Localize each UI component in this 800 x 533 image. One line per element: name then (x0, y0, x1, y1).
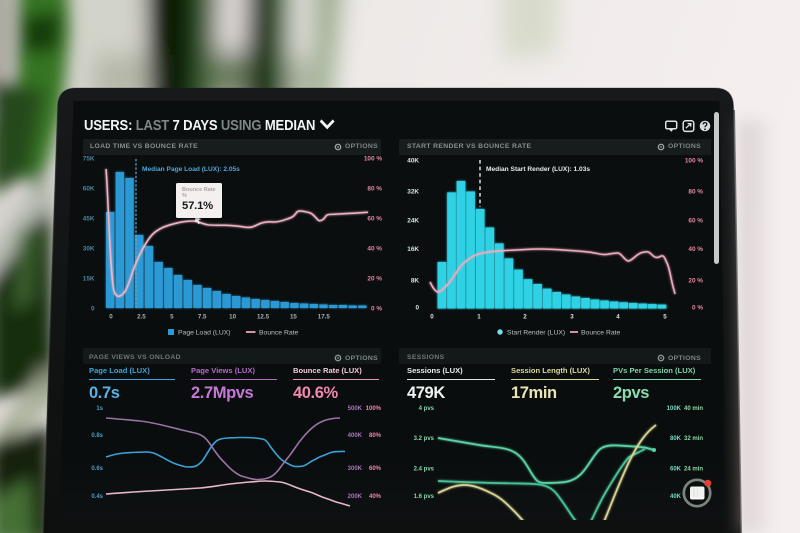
svg-text:60K: 60K (83, 186, 95, 193)
svg-text:10: 10 (229, 314, 236, 321)
svg-text:17.5: 17.5 (318, 314, 331, 321)
svg-text:1: 1 (477, 314, 481, 321)
svg-text:16K: 16K (407, 246, 419, 253)
svg-text:15K: 15K (83, 276, 95, 283)
svg-text:40 %: 40 % (688, 246, 703, 253)
svg-text:100%: 100% (366, 406, 382, 412)
svg-text:100K: 100K (667, 406, 682, 412)
svg-text:4 pvs: 4 pvs (419, 406, 435, 412)
svg-text:1s: 1s (96, 406, 103, 412)
svg-text:100 %: 100 % (364, 156, 382, 163)
svg-text:0: 0 (415, 305, 419, 312)
svg-text:0: 0 (430, 314, 434, 321)
svg-text:45K: 45K (83, 216, 95, 223)
svg-text:7.5: 7.5 (198, 314, 207, 321)
svg-text:3: 3 (570, 314, 574, 321)
svg-text:0.4s: 0.4s (91, 494, 103, 500)
svg-text:Page Load (LUX): Page Load (LUX) (178, 330, 231, 337)
svg-text:2: 2 (523, 314, 527, 321)
svg-text:32 min: 32 min (684, 436, 703, 442)
svg-text:Bounce Rate: Bounce Rate (581, 330, 621, 337)
svg-text:60K: 60K (670, 467, 682, 473)
svg-text:32K: 32K (407, 189, 419, 196)
svg-text:40K: 40K (407, 158, 419, 165)
svg-text:Median Start Render (LUX): 1.0: Median Start Render (LUX): 1.03s (486, 166, 590, 173)
svg-text:8K: 8K (411, 278, 420, 285)
svg-text:2.4 pvs: 2.4 pvs (414, 467, 435, 473)
svg-text:60 %: 60 % (688, 218, 703, 225)
svg-text:5: 5 (663, 314, 667, 321)
svg-text:12.5: 12.5 (257, 314, 270, 321)
svg-text:0.8s: 0.8s (91, 433, 103, 439)
svg-text:0: 0 (109, 314, 113, 321)
svg-text:0: 0 (91, 306, 95, 313)
svg-text:Start Render (LUX): Start Render (LUX) (507, 330, 565, 337)
svg-text:40 %: 40 % (367, 246, 382, 253)
svg-text:75K: 75K (83, 156, 95, 163)
svg-text:80 %: 80 % (688, 189, 703, 196)
svg-text:24 min: 24 min (684, 467, 703, 473)
svg-text:100 %: 100 % (685, 158, 703, 165)
svg-text:2.5: 2.5 (137, 314, 146, 321)
svg-text:3.2 pvs: 3.2 pvs (414, 436, 435, 442)
svg-text:80 %: 80 % (367, 186, 382, 193)
svg-text:60 %: 60 % (367, 216, 382, 223)
svg-text:300K: 300K (348, 466, 363, 472)
svg-text:1.6 pvs: 1.6 pvs (414, 494, 435, 500)
svg-text:15: 15 (290, 314, 297, 321)
svg-text:30K: 30K (83, 246, 95, 253)
svg-text:40 min: 40 min (684, 406, 703, 412)
svg-text:80%: 80% (369, 433, 382, 439)
svg-text:0 %: 0 % (692, 305, 703, 312)
svg-text:24K: 24K (407, 218, 419, 225)
svg-text:0.6s: 0.6s (91, 466, 103, 472)
svg-text:40%: 40% (369, 494, 382, 500)
svg-text:80K: 80K (670, 436, 682, 442)
svg-text:Median Page Load (LUX): 2.05s: Median Page Load (LUX): 2.05s (142, 166, 240, 173)
svg-text:400K: 400K (348, 433, 363, 439)
svg-text:500K: 500K (348, 406, 363, 412)
svg-text:20 %: 20 % (688, 278, 703, 285)
svg-text:40K: 40K (670, 494, 682, 500)
svg-text:Bounce Rate: Bounce Rate (259, 330, 299, 337)
svg-text:5: 5 (170, 314, 174, 321)
svg-text:20 %: 20 % (367, 276, 382, 283)
svg-text:200K: 200K (348, 494, 363, 500)
svg-text:4: 4 (616, 314, 620, 321)
svg-text:60%: 60% (369, 466, 382, 472)
svg-text:0 %: 0 % (371, 306, 382, 313)
